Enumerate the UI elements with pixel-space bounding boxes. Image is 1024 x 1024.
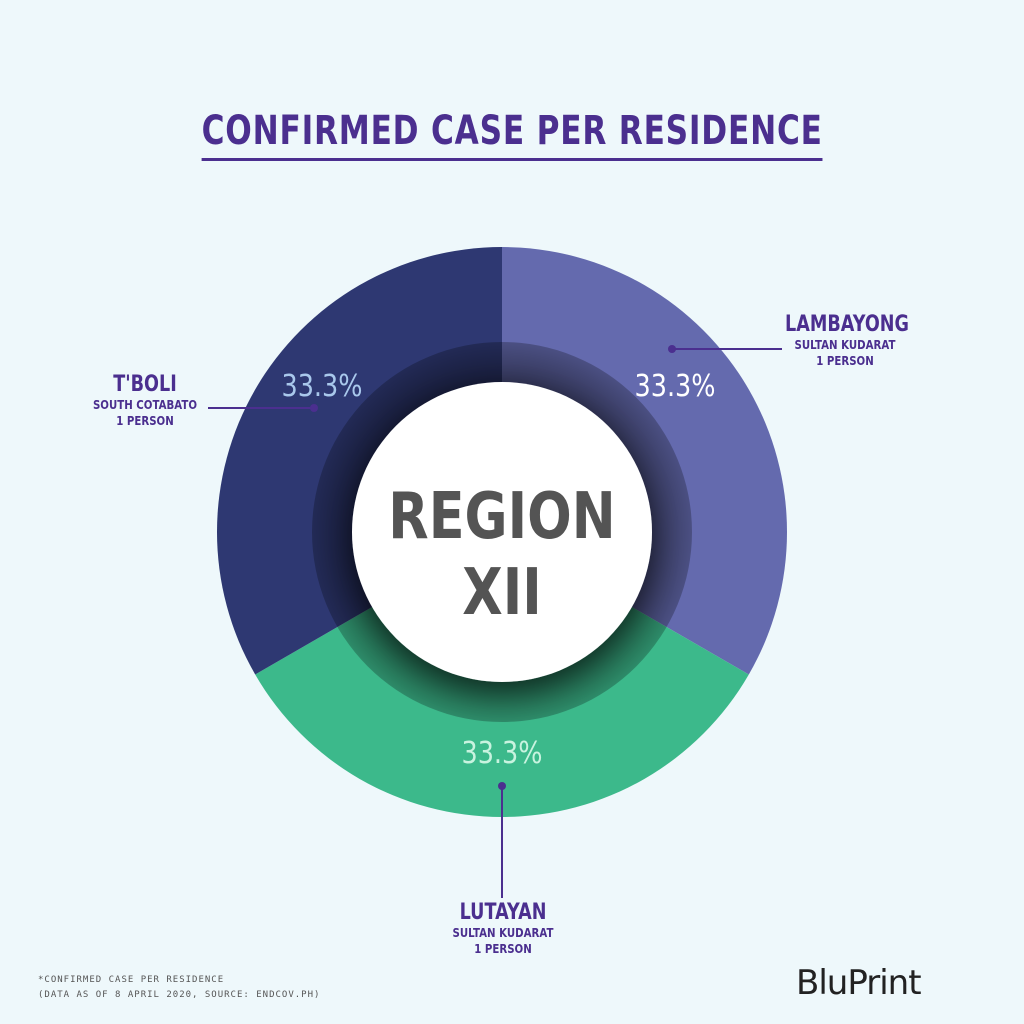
footnote: *CONFIRMED CASE PER RESIDENCE (DATA AS O… bbox=[38, 973, 320, 1003]
chart-title-wrap: CONFIRMED CASE PER RESIDENCE bbox=[0, 108, 1024, 161]
label-lutayan-province: SULTAN KUDARAT bbox=[452, 926, 554, 940]
footnote-line2: (DATA AS OF 8 APRIL 2020, SOURCE: ENDCOV… bbox=[38, 990, 321, 1000]
leader-lutayan-dot bbox=[498, 782, 506, 790]
percent-label-tboli: 33.3% bbox=[282, 368, 363, 404]
center-label-line1: REGION bbox=[388, 479, 615, 553]
label-lutayan-count: 1 PERSON bbox=[474, 942, 532, 956]
chart-title: CONFIRMED CASE PER RESIDENCE bbox=[201, 108, 823, 161]
label-tboli: T'BOLI SOUTH COTABATO 1 PERSON bbox=[70, 372, 220, 429]
label-lambayong: LAMBAYONG SULTAN KUDARAT 1 PERSON bbox=[770, 312, 920, 369]
bluprint-logo: BluPrint bbox=[796, 963, 922, 1003]
center-label-line2: XII bbox=[462, 555, 542, 629]
label-tboli-name: T'BOLI bbox=[113, 372, 177, 397]
center-disc bbox=[352, 382, 652, 682]
percent-label-lutayan: 33.3% bbox=[462, 735, 543, 771]
label-lutayan-name: LUTAYAN bbox=[459, 900, 547, 925]
label-tboli-count: 1 PERSON bbox=[116, 414, 174, 428]
label-lambayong-name: LAMBAYONG bbox=[785, 312, 909, 337]
label-tboli-province: SOUTH COTABATO bbox=[92, 398, 198, 412]
label-lambayong-province: SULTAN KUDARAT bbox=[794, 338, 896, 352]
leader-lambayong-dot bbox=[668, 345, 676, 353]
label-lutayan: LUTAYAN SULTAN KUDARAT 1 PERSON bbox=[428, 900, 578, 957]
footnote-line1: *CONFIRMED CASE PER RESIDENCE bbox=[38, 975, 225, 985]
percent-label-lambayong: 33.3% bbox=[635, 368, 716, 404]
label-lambayong-count: 1 PERSON bbox=[816, 354, 874, 368]
leader-tboli-dot bbox=[310, 404, 318, 412]
